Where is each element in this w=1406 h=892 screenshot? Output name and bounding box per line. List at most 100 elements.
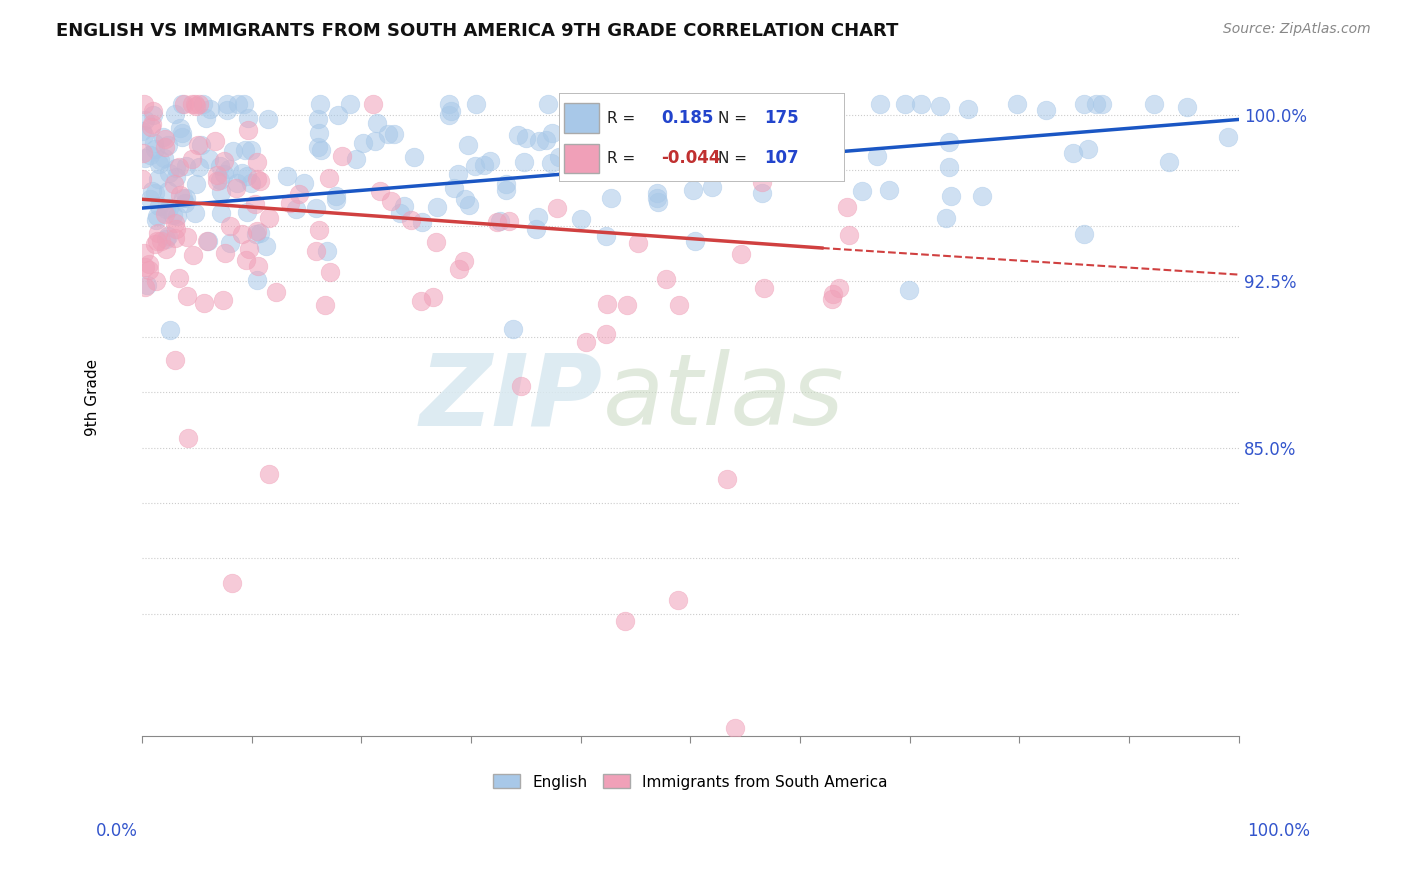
Point [181,97,204,112]
Point [159,323,181,337]
Text: 0.0%: 0.0% [96,822,138,840]
Point [134,151,156,165]
Point [318,171,340,186]
Point [141,103,163,118]
Point [292,176,315,190]
Point [145,213,167,227]
Point [187,137,209,152]
Point [835,200,858,214]
Point [1085,97,1108,112]
Point [166,209,188,223]
Point [366,116,388,130]
Point [239,143,262,157]
Point [411,215,433,229]
Point [138,257,160,271]
Point [308,223,330,237]
Point [449,261,471,276]
Point [308,126,330,140]
Point [165,169,187,184]
Point [869,97,891,112]
Point [464,160,486,174]
Point [1077,142,1099,156]
Point [157,166,180,180]
Point [219,219,242,233]
Point [149,153,172,167]
Point [647,191,669,205]
Point [225,181,247,195]
Point [325,189,347,203]
Point [143,136,166,151]
Point [173,97,195,112]
Point [437,97,460,112]
Point [422,290,444,304]
Point [246,224,269,238]
Point [838,228,860,243]
Point [235,143,257,157]
Point [226,97,249,112]
Point [256,112,278,126]
Point [163,352,186,367]
Point [207,174,229,188]
Point [246,172,269,186]
Point [606,164,628,178]
Point [204,134,226,148]
Point [685,234,707,248]
Point [173,196,195,211]
Point [368,184,391,198]
Point [1216,130,1239,145]
Point [245,227,267,241]
Point [647,194,669,209]
Point [938,135,960,149]
Point [772,161,794,175]
Point [569,212,592,227]
Point [176,230,198,244]
Point [575,334,598,349]
Point [172,191,194,205]
Point [195,234,218,248]
Point [440,103,463,118]
Point [866,148,889,162]
Point [141,184,163,198]
Point [527,210,550,224]
Point [148,157,170,171]
Point [235,169,257,183]
Point [172,129,194,144]
Point [307,140,329,154]
Point [447,167,470,181]
Point [153,140,176,154]
Point [139,148,162,162]
Point [149,234,172,248]
Point [254,239,277,253]
Point [314,298,336,312]
Point [752,280,775,294]
Point [131,124,153,138]
Point [437,108,460,122]
Point [443,181,465,195]
Point [238,111,260,125]
Point [529,134,551,148]
Point [184,97,207,112]
Point [131,171,153,186]
Point [495,183,517,197]
Text: ZIP: ZIP [419,349,603,446]
Point [305,244,328,258]
Point [170,97,193,112]
Point [1073,97,1095,112]
Point [546,201,568,215]
Point [212,153,235,168]
Point [218,162,240,177]
Point [146,227,169,241]
Point [157,201,180,215]
Point [380,194,402,209]
Point [453,254,475,268]
Point [155,242,177,256]
Point [502,322,524,336]
Point [606,128,628,143]
Point [595,326,617,341]
Point [389,206,412,220]
Point [426,200,449,214]
Point [682,183,704,197]
Point [668,298,690,312]
Point [246,273,269,287]
Point [226,176,249,190]
